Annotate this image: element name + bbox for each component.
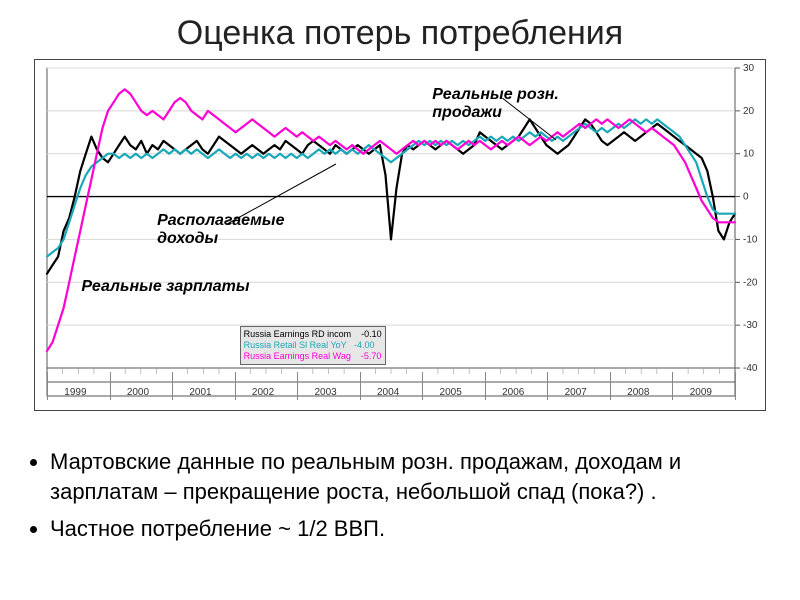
x-axis-years: 1999 2000 2001 2002 2003 2004 2005 2006 2007 2008… xyxy=(35,384,765,400)
annotation-retail: Реальные розн. продажи xyxy=(432,86,559,122)
bullet-2: Частное потребление ~ 1/2 ВВП. xyxy=(50,514,750,544)
year-label: 2006 xyxy=(502,387,524,398)
svg-text:30: 30 xyxy=(743,63,755,74)
svg-text:10: 10 xyxy=(743,149,755,160)
svg-text:20: 20 xyxy=(743,106,755,117)
year-label: 2007 xyxy=(565,387,587,398)
year-label: 2005 xyxy=(440,387,462,398)
annotation-income: Располагаемые доходы xyxy=(157,212,284,248)
chart-container: -40 -30 -20 -10 0 10 20 30 Реальные розн. прода… xyxy=(34,59,766,411)
svg-text:-10: -10 xyxy=(743,234,758,245)
year-label: 2004 xyxy=(377,387,399,398)
line-chart: -40 -30 -20 -10 0 10 20 30 xyxy=(35,60,765,410)
slide-title: Оценка потерь потребления xyxy=(0,0,800,59)
year-label: 2003 xyxy=(314,387,336,398)
year-label: 2009 xyxy=(690,387,712,398)
legend-row: Russia Earnings Real Wag -5.70 xyxy=(244,351,382,362)
year-label: 2008 xyxy=(627,387,649,398)
year-label: 2002 xyxy=(252,387,274,398)
svg-text:-20: -20 xyxy=(743,277,758,288)
legend-row: Russia Retail Sl Real YoY -4.00 xyxy=(244,340,382,351)
bullet-1: Мартовские данные по реальным розн. прод… xyxy=(50,447,750,506)
year-label: 2000 xyxy=(127,387,149,398)
svg-text:-30: -30 xyxy=(743,320,758,331)
legend-row: Russia Earnings RD incom -0.10 xyxy=(244,329,382,340)
year-label: 1999 xyxy=(64,387,86,398)
legend-box: Russia Earnings RD incom -0.10Russia Ret… xyxy=(240,326,386,365)
svg-text:-40: -40 xyxy=(743,363,758,374)
annotation-wages: Реальные зарплаты xyxy=(81,278,249,296)
bullet-list: Мартовские данные по реальным розн. прод… xyxy=(0,427,800,544)
svg-text:0: 0 xyxy=(743,192,749,203)
year-label: 2001 xyxy=(189,387,211,398)
